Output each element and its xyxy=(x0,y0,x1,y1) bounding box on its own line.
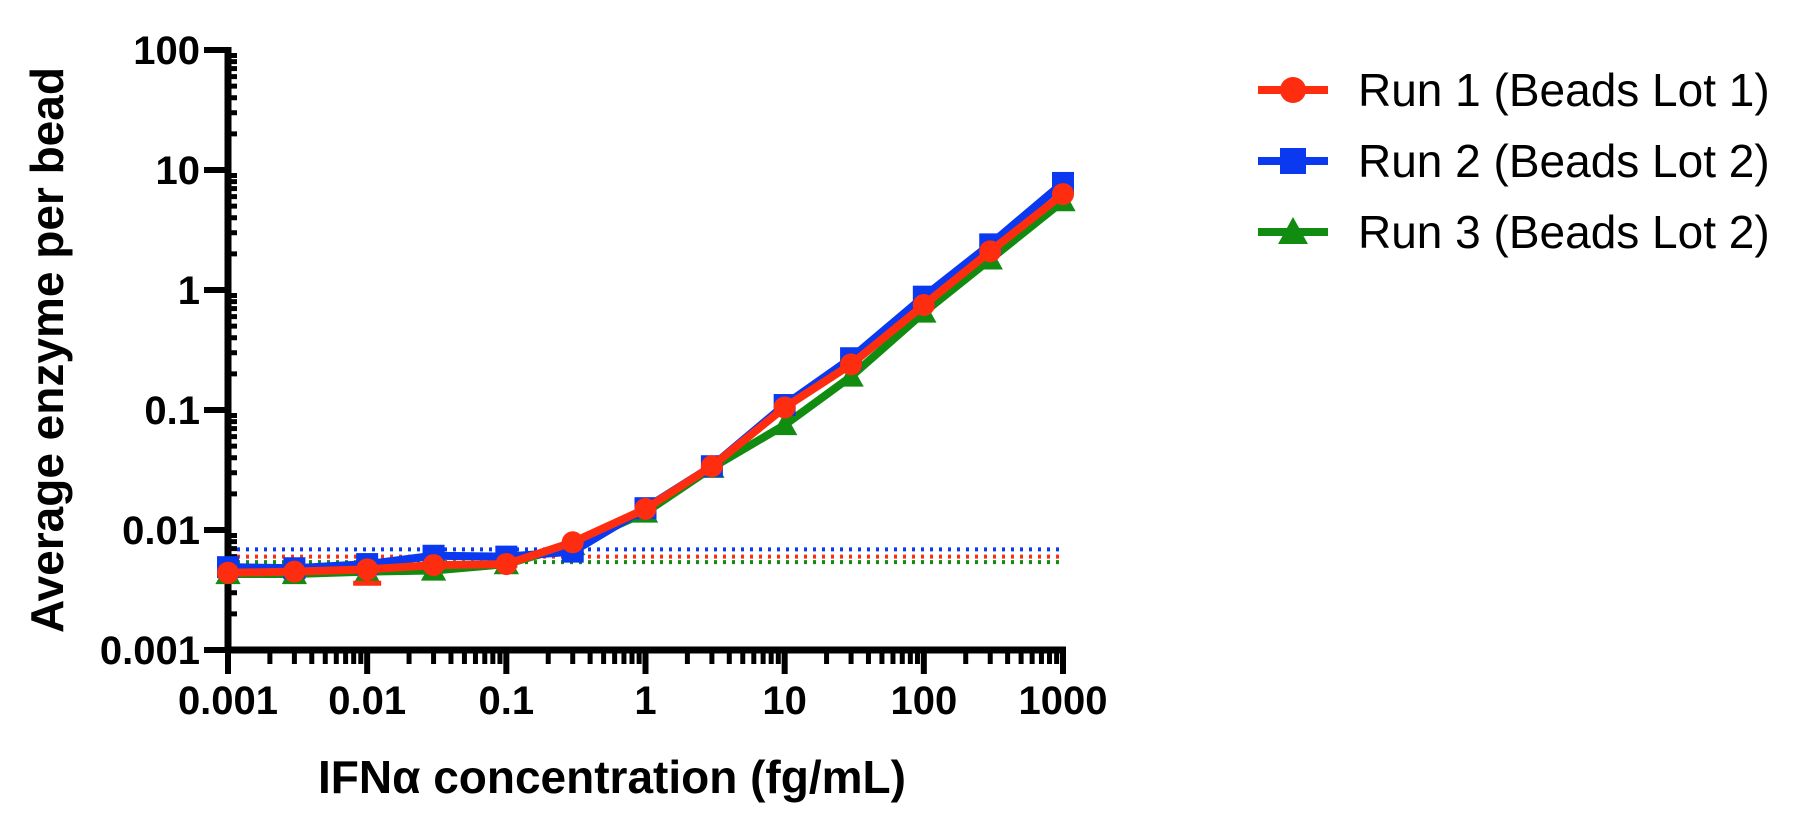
y-tick-label: 1 xyxy=(178,269,200,313)
lod-lines xyxy=(228,547,1063,565)
x-tick-label: 1000 xyxy=(1019,679,1108,723)
legend-label: Run 3 (Beads Lot 2) xyxy=(1358,206,1770,258)
x-axis-title: IFNα concentration (fg/mL) xyxy=(318,751,906,803)
data-point-3 xyxy=(772,412,798,436)
legend-label: Run 2 (Beads Lot 2) xyxy=(1358,135,1770,187)
data-point-1 xyxy=(979,240,1002,263)
y-axis-title: Average enzyme per bead xyxy=(21,67,73,633)
y-tick-label: 0.01 xyxy=(122,509,200,553)
x-tick-label: 1 xyxy=(634,679,656,723)
legend-marker xyxy=(1280,77,1306,103)
data-point-1 xyxy=(283,560,306,583)
x-tick-label: 100 xyxy=(890,679,957,723)
legend-item-2: Run 2 (Beads Lot 2) xyxy=(1258,135,1770,187)
data-point-1 xyxy=(700,455,723,478)
data-point-1 xyxy=(912,293,935,316)
legend: Run 1 (Beads Lot 1) Run 2 (Beads Lot 2) Ru… xyxy=(1258,64,1770,258)
legend-item-3: Run 3 (Beads Lot 2) xyxy=(1258,206,1770,258)
axes: 0.001 0.01 0.1 1 10 100 0.001 0.01 0.1 1 10 100 1000 xyxy=(100,29,1108,723)
data-point-1 xyxy=(422,554,445,577)
legend-marker xyxy=(1278,217,1308,244)
y-tick-label: 10 xyxy=(156,149,201,193)
legend-label: Run 1 (Beads Lot 1) xyxy=(1358,64,1770,116)
x-tick-label: 10 xyxy=(762,679,807,723)
data-point-1 xyxy=(217,561,239,584)
y-tick-label: 100 xyxy=(133,29,200,73)
x-tick-label: 0.01 xyxy=(328,679,406,723)
data-point-1 xyxy=(1052,183,1074,206)
data-point-1 xyxy=(840,353,863,376)
data-point-1 xyxy=(773,396,796,419)
series xyxy=(215,171,1076,586)
data-point-1 xyxy=(561,531,584,554)
data-point-1 xyxy=(634,497,657,520)
data-point-1 xyxy=(356,558,379,581)
y-tick-label: 0.1 xyxy=(144,389,200,433)
y-tick-label: 0.001 xyxy=(100,629,200,673)
legend-item-1: Run 1 (Beads Lot 1) xyxy=(1258,64,1770,116)
series-3 xyxy=(215,188,1076,585)
data-point-1 xyxy=(495,553,518,576)
series-1 xyxy=(217,183,1074,586)
legend-marker xyxy=(1280,148,1306,174)
x-tick-label: 0.1 xyxy=(479,679,535,723)
x-tick-label: 0.001 xyxy=(178,679,278,723)
